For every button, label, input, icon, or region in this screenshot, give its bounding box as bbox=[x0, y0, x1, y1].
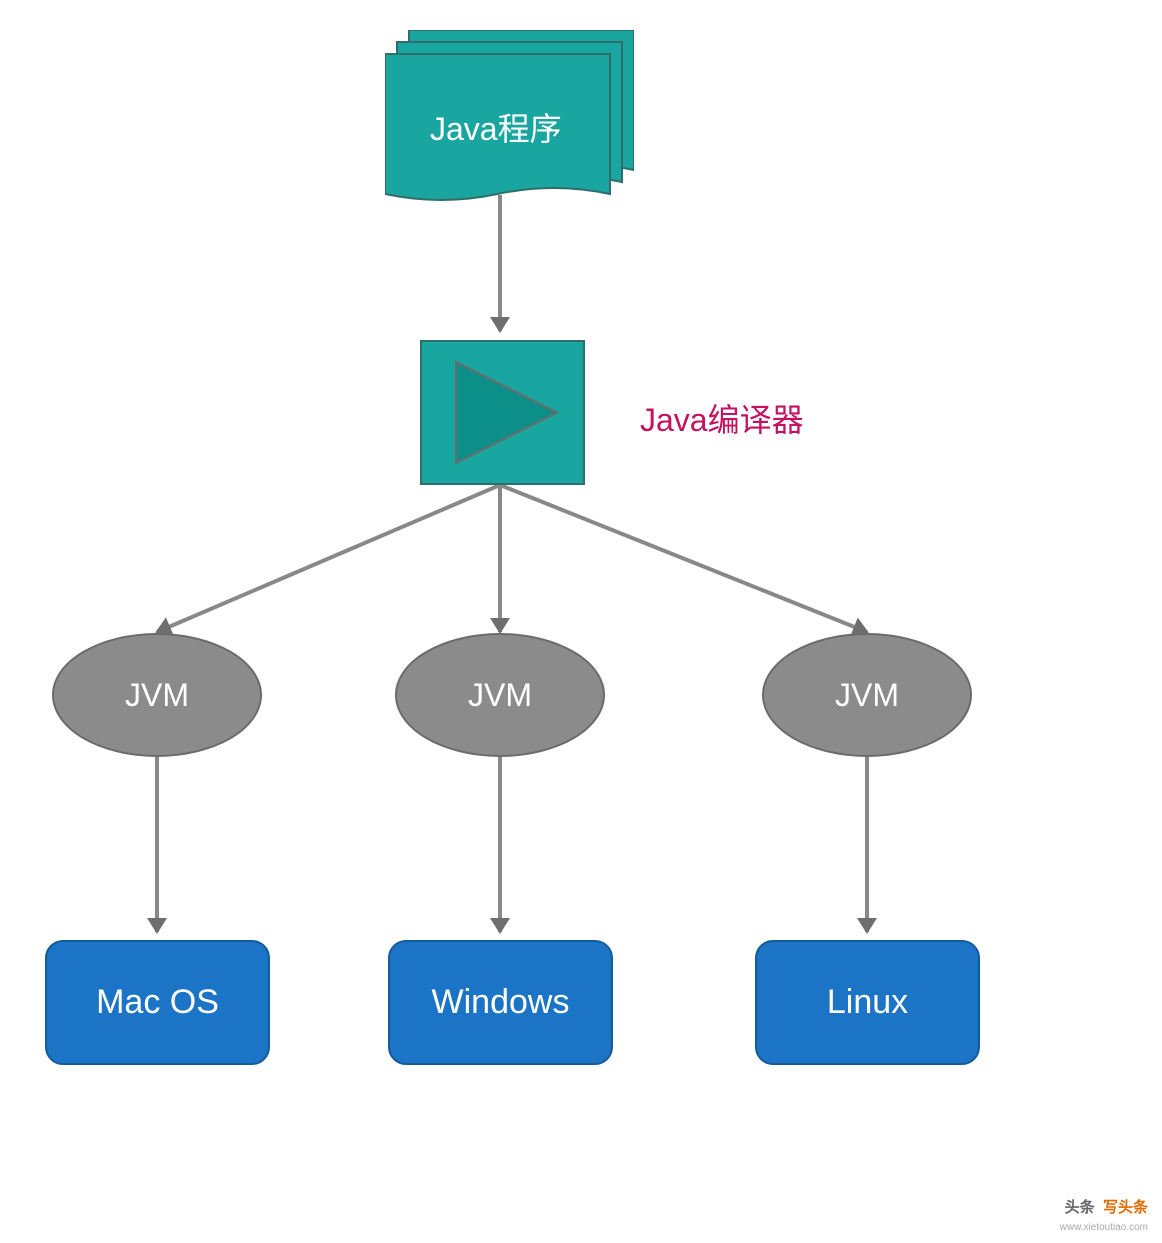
diagram-canvas: Java程序 Java编译器 JVM JVM JVM Mac OS Window… bbox=[0, 0, 1162, 1243]
play-icon bbox=[420, 340, 585, 485]
jvm-node: JVM bbox=[52, 633, 262, 757]
watermark-brand: 写头条 bbox=[1103, 1199, 1148, 1216]
jvm-node: JVM bbox=[395, 633, 605, 757]
os-node-linux: Linux bbox=[755, 940, 980, 1065]
os-label: Mac OS bbox=[96, 983, 219, 1022]
jvm-label: JVM bbox=[835, 677, 899, 714]
compiler-label: Java编译器 bbox=[640, 395, 804, 441]
os-node-macos: Mac OS bbox=[45, 940, 270, 1065]
compiler-node bbox=[420, 340, 585, 485]
os-label: Windows bbox=[432, 983, 570, 1022]
watermark: 头条 写头条 www.xietoutiao.com bbox=[1060, 1199, 1148, 1235]
java-program-node: Java程序 bbox=[385, 30, 634, 214]
watermark-text: 头条 bbox=[1065, 1199, 1095, 1216]
java-program-label: Java程序 bbox=[430, 104, 562, 150]
watermark-url: www.xietoutiao.com bbox=[1060, 1222, 1148, 1233]
jvm-node: JVM bbox=[762, 633, 972, 757]
jvm-label: JVM bbox=[468, 677, 532, 714]
os-label: Linux bbox=[827, 983, 908, 1022]
jvm-label: JVM bbox=[125, 677, 189, 714]
os-node-windows: Windows bbox=[388, 940, 613, 1065]
